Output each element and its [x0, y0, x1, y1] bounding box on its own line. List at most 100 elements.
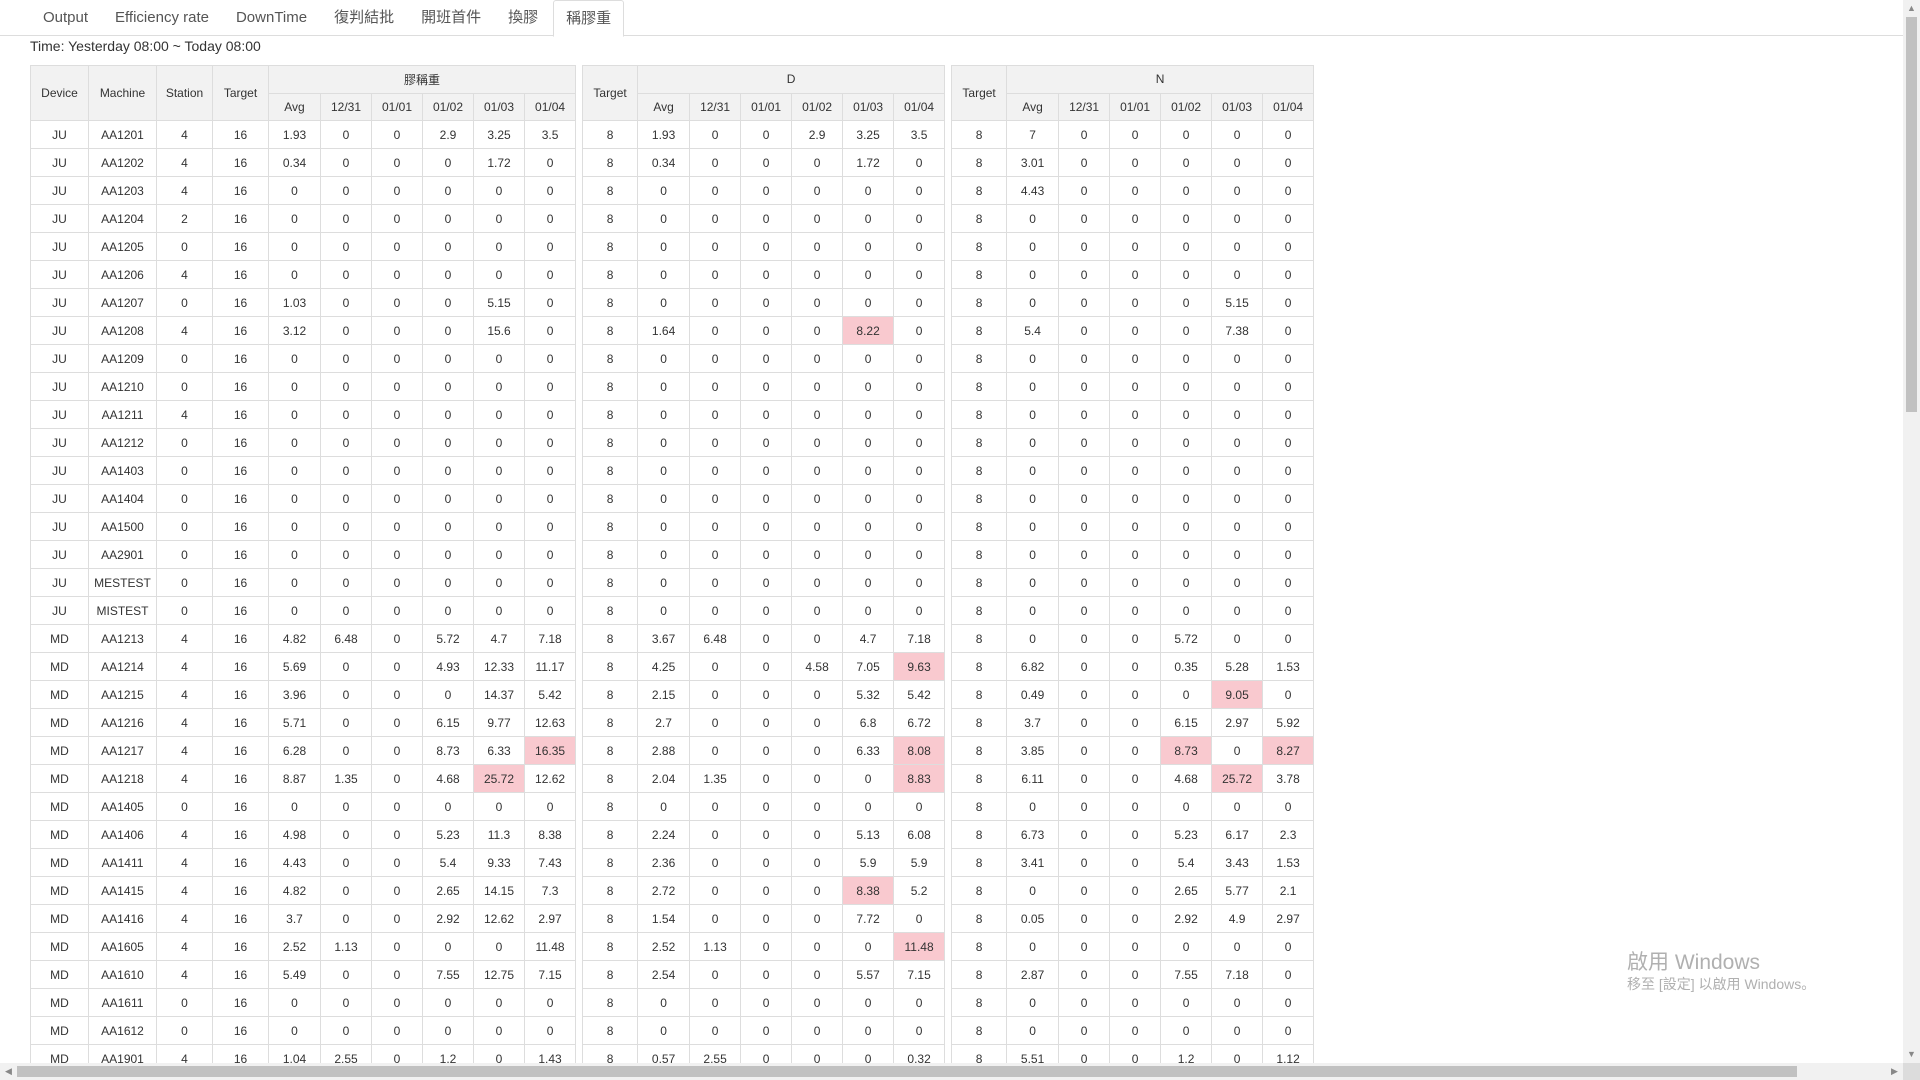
value-cell: 0 [1211, 204, 1264, 233]
table-row: JU AA1204 2 16 0 0 0 0 0 0 [30, 204, 577, 233]
value-cell: 0 [1262, 988, 1315, 1017]
tab-5[interactable]: 換膠 [508, 9, 539, 26]
station-cell: 4 [156, 316, 213, 345]
value-cell: 0 [371, 680, 423, 709]
target-cell: 8 [951, 512, 1008, 541]
value-cell: 0 [422, 344, 474, 373]
scroll-right-arrow-icon[interactable]: ▶ [1891, 1066, 1898, 1076]
header-sub-2: 01/01 [371, 92, 423, 121]
tab-3[interactable]: 復判結批 [334, 9, 395, 26]
tab-6[interactable]: 稱膠重 [553, 0, 625, 37]
value-cell: 5.92 [1262, 708, 1315, 737]
value-cell: 0 [268, 176, 321, 205]
machine-cell: AA1203 [88, 176, 157, 205]
value-cell: 0 [1058, 484, 1111, 513]
value-cell: 0 [371, 904, 423, 933]
table-row: 8 2.36 0 0 0 5.9 5.9 [582, 848, 946, 877]
device-cell: JU [30, 484, 89, 513]
value-cell: 0 [842, 372, 895, 401]
value-cell: 0 [740, 652, 793, 681]
value-cell: 0 [422, 680, 474, 709]
target-cell: 8 [951, 540, 1008, 569]
value-cell: 0 [523, 792, 577, 821]
table-row: JU AA1206 4 16 0 0 0 0 0 0 [30, 260, 577, 289]
value-cell: 0 [1109, 120, 1162, 149]
value-cell: 0 [371, 932, 423, 961]
target-cell: 8 [951, 232, 1008, 261]
table-row: 8 1.93 0 0 2.9 3.25 3.5 [582, 120, 946, 149]
value-cell: 2.97 [1262, 904, 1315, 933]
header-sub-1: 12/31 [1058, 92, 1111, 121]
table-row: JU AA1404 0 16 0 0 0 0 0 0 [30, 484, 577, 513]
scroll-up-arrow-icon[interactable]: ▲ [1907, 3, 1916, 13]
target-cell: 8 [582, 736, 639, 765]
tab-2[interactable]: DownTime [235, 9, 308, 26]
value-cell: 0 [740, 316, 793, 345]
table-row: MD AA1215 4 16 3.96 0 0 0 14.37 5.42 [30, 680, 577, 709]
value-cell: 0 [1160, 316, 1213, 345]
tab-4[interactable]: 開班首件 [421, 9, 482, 26]
device-cell: JU [30, 344, 89, 373]
value-cell: 4.68 [1160, 764, 1213, 793]
value-cell: 4.43 [1006, 176, 1060, 205]
value-cell: 0 [893, 904, 946, 933]
target-cell: 8 [582, 792, 639, 821]
target-cell: 8 [951, 820, 1008, 849]
tab-1[interactable]: Efficiency rate [115, 9, 209, 26]
device-cell: JU [30, 260, 89, 289]
scroll-left-arrow-icon[interactable]: ◀ [5, 1066, 12, 1076]
value-cell: 5.4 [422, 848, 474, 877]
value-cell: 0 [268, 1016, 321, 1045]
machine-cell: AA2901 [88, 540, 157, 569]
value-cell: 0 [371, 764, 423, 793]
value-cell: 0 [320, 260, 372, 289]
table-row: MD AA1214 4 16 5.69 0 0 4.93 12.33 11.17 [30, 652, 577, 681]
target-cell: 16 [212, 736, 269, 765]
value-cell: 0 [1160, 372, 1213, 401]
target-cell: 16 [212, 148, 269, 177]
header-sub-3: 01/02 [1160, 92, 1213, 121]
machine-cell: AA1611 [88, 988, 157, 1017]
value-cell: 0 [1006, 400, 1060, 429]
horizontal-scrollbar[interactable]: ◀ ▶ [0, 1063, 1903, 1080]
tab-0[interactable]: Output [43, 9, 89, 26]
horizontal-scroll-thumb[interactable] [17, 1066, 1797, 1077]
value-cell: 0 [791, 680, 844, 709]
vertical-scrollbar[interactable]: ▲ ▼ [1903, 0, 1920, 1063]
value-cell: 0 [1058, 120, 1111, 149]
device-cell: JU [30, 204, 89, 233]
value-cell: 0 [523, 260, 577, 289]
table-row: 8 1.54 0 0 0 7.72 0 [582, 904, 946, 933]
target-cell: 8 [951, 960, 1008, 989]
station-cell: 0 [156, 428, 213, 457]
table-row: JU MESTEST 0 16 0 0 0 0 0 0 [30, 568, 577, 597]
scroll-down-arrow-icon[interactable]: ▼ [1907, 1049, 1916, 1059]
value-cell: 1.35 [689, 764, 742, 793]
value-cell: 0 [1058, 260, 1111, 289]
table-row: 8 0.05 0 0 2.92 4.9 2.97 [951, 904, 1315, 933]
table-row: 8 3.67 6.48 0 0 4.7 7.18 [582, 624, 946, 653]
station-cell: 0 [156, 792, 213, 821]
value-cell: 0 [473, 512, 525, 541]
value-cell: 4.7 [473, 624, 525, 653]
value-cell: 0 [1262, 1016, 1315, 1045]
target-cell: 16 [212, 512, 269, 541]
value-cell: 0 [1109, 232, 1162, 261]
time-range-label: Time: Yesterday 08:00 ~ Today 08:00 [30, 38, 261, 54]
vertical-scroll-thumb[interactable] [1906, 17, 1917, 412]
value-cell: 0 [320, 848, 372, 877]
value-cell: 0 [1160, 232, 1213, 261]
target-cell: 8 [582, 540, 639, 569]
station-cell: 4 [156, 120, 213, 149]
table-row: JU AA1403 0 16 0 0 0 0 0 0 [30, 456, 577, 485]
value-cell: 0 [1160, 568, 1213, 597]
value-cell: 0 [791, 204, 844, 233]
machine-cell: AA1215 [88, 680, 157, 709]
target-cell: 8 [951, 428, 1008, 457]
value-cell: 0 [371, 596, 423, 625]
value-cell: 0 [1262, 596, 1315, 625]
value-cell: 5.9 [842, 848, 895, 877]
value-cell: 0 [320, 540, 372, 569]
